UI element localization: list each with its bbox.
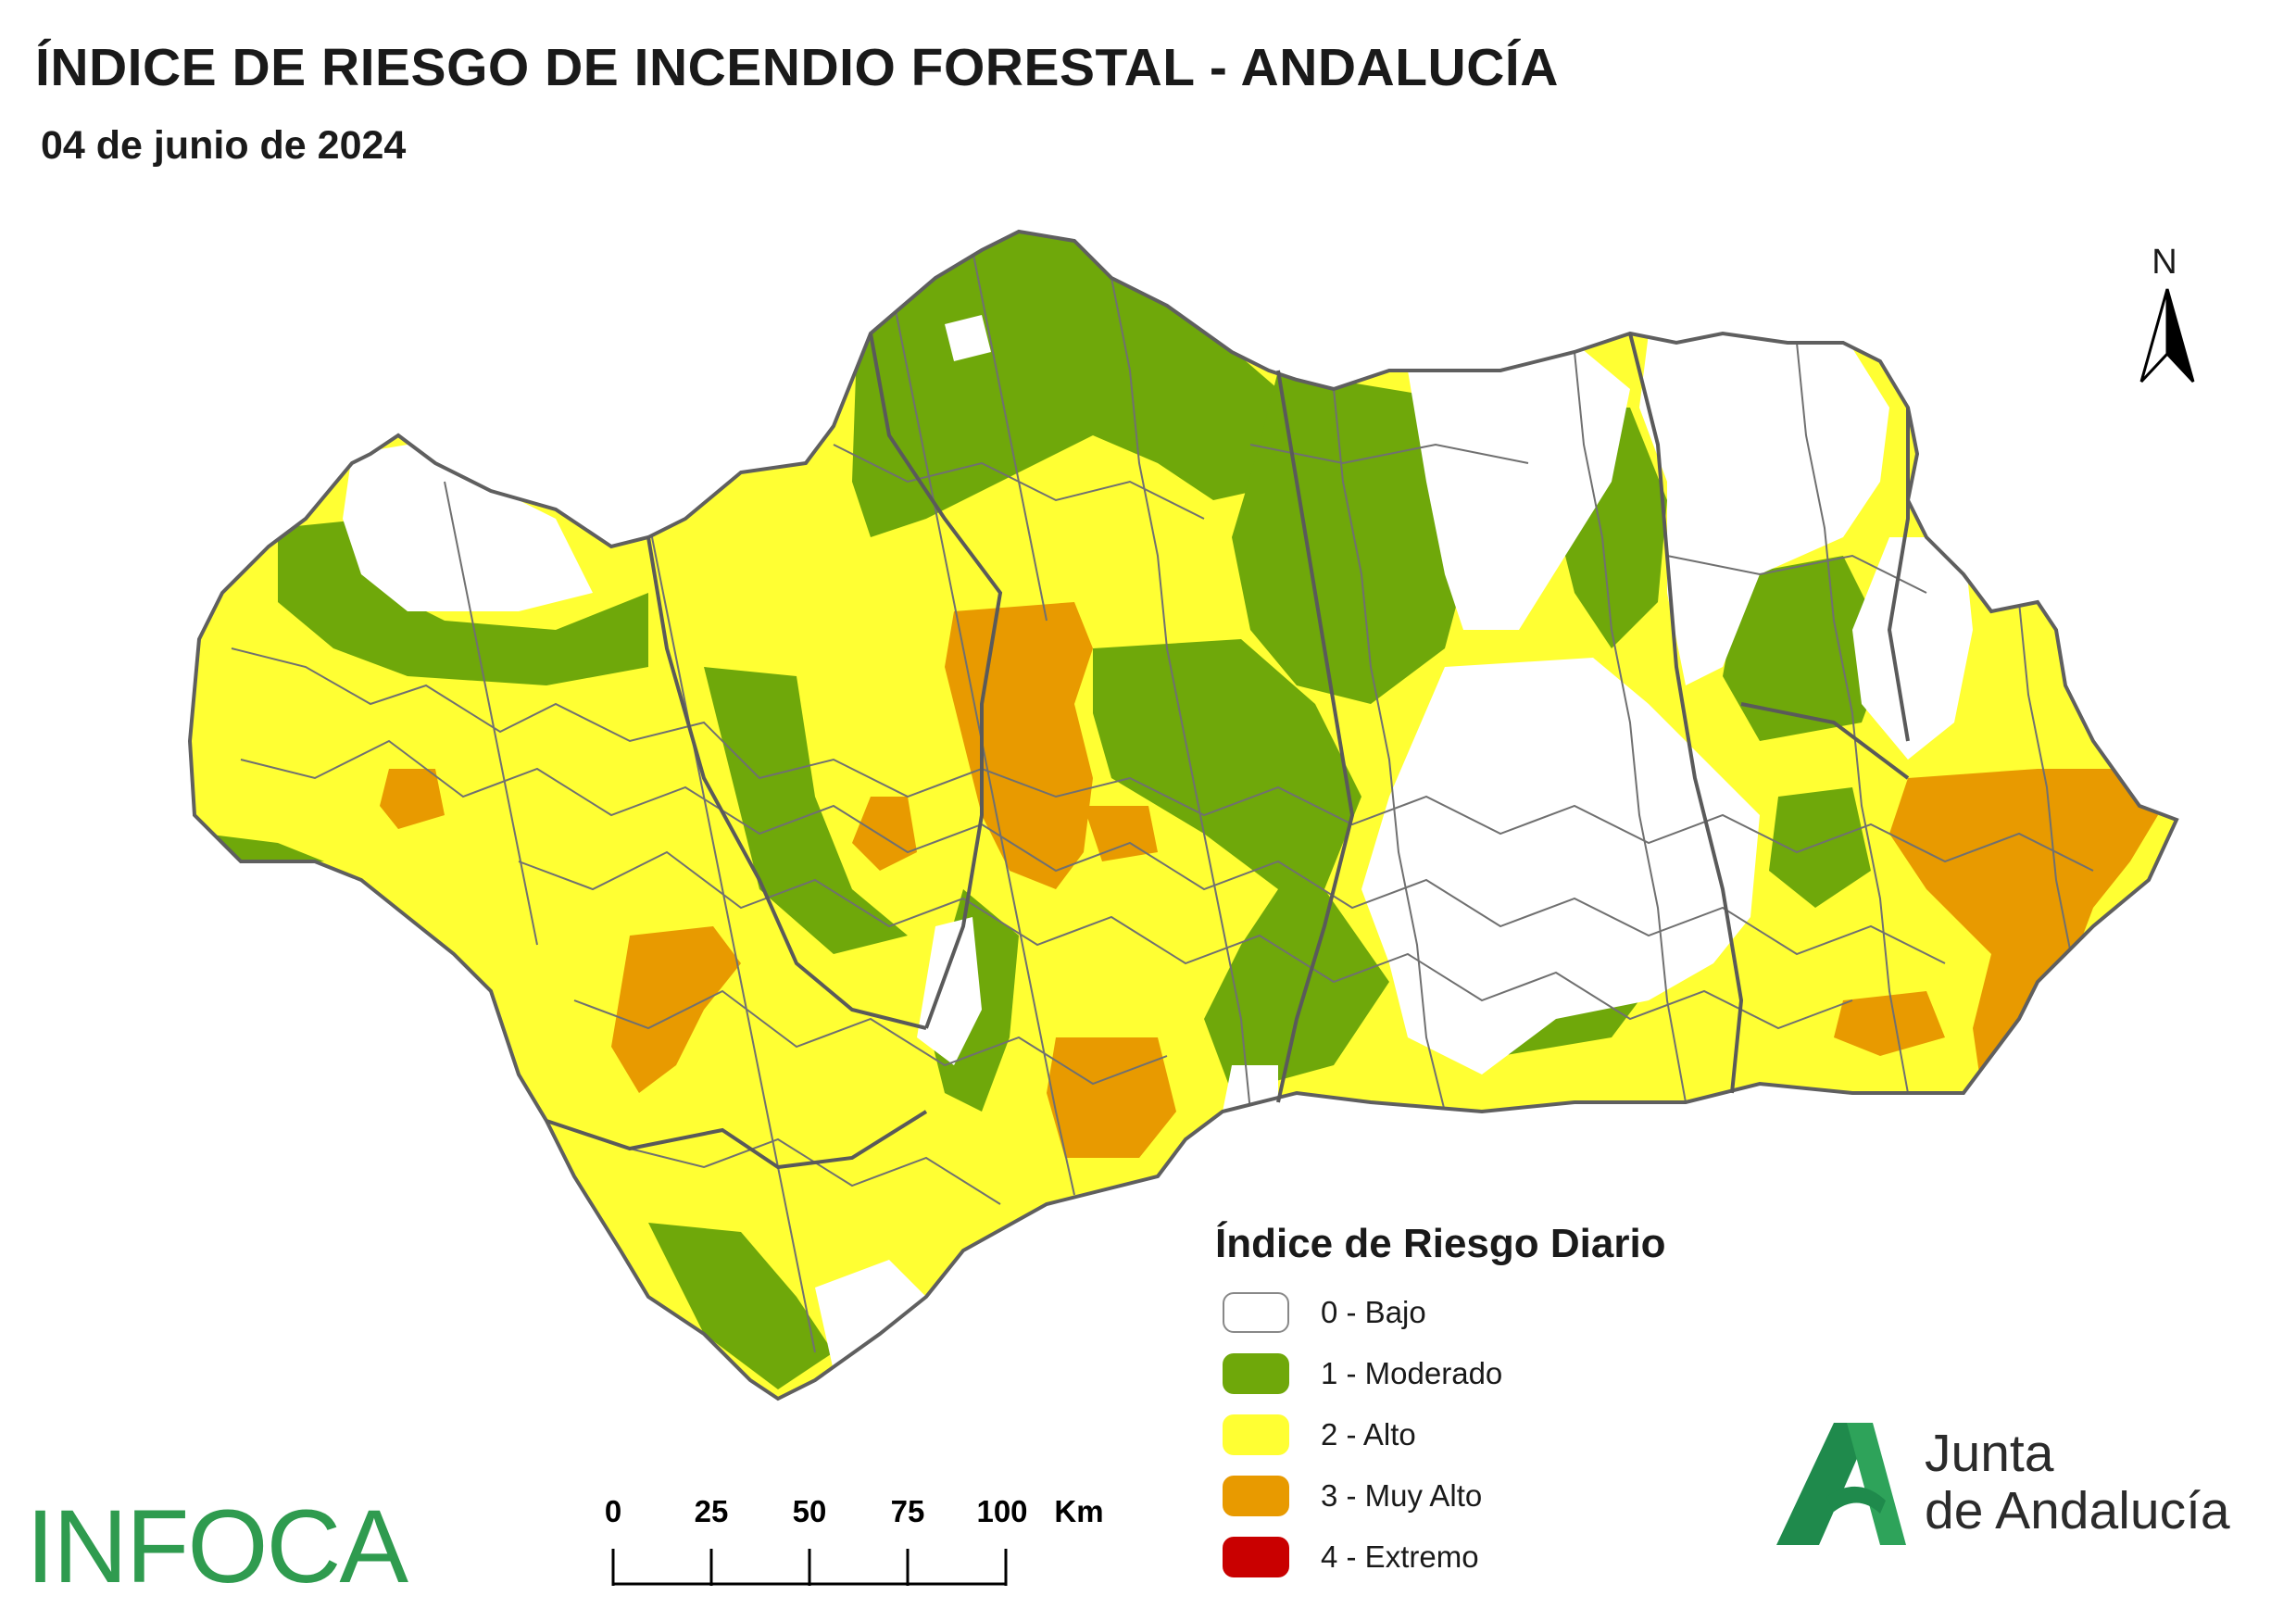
province-borders xyxy=(546,333,1910,1170)
municipal-boundaries xyxy=(231,249,2094,1353)
north-arrow-label: N xyxy=(2152,243,2177,282)
scale-bar: 0 25 50 75 100 Km xyxy=(605,1494,1104,1586)
scale-tick-label: 50 xyxy=(793,1494,827,1528)
scale-tick-label: 25 xyxy=(695,1494,729,1528)
legend-item-muy-alto: 3 - Muy Alto xyxy=(1215,1475,1666,1517)
legend-label: 0 - Bajo xyxy=(1321,1295,1426,1329)
scale-tick-label: 100 xyxy=(976,1494,1027,1528)
region-outline xyxy=(187,229,2179,1401)
legend-item-bajo: 0 - Bajo xyxy=(1215,1291,1666,1334)
map-date: 04 de junio de 2024 xyxy=(41,123,407,168)
legend-swatch xyxy=(1223,1414,1289,1455)
legend: Índice de Riesgo Diario 0 - Bajo 1 - Mod… xyxy=(1215,1221,1666,1597)
scale-bar-lines xyxy=(611,1549,1008,1586)
legend-swatch xyxy=(1223,1537,1289,1577)
junta-andalucia-wordmark: Junta de Andalucía xyxy=(1925,1425,2230,1539)
legend-label: 4 - Extremo xyxy=(1321,1539,1479,1574)
legend-label: 2 - Alto xyxy=(1321,1417,1416,1451)
legend-swatch xyxy=(1223,1476,1289,1516)
legend-swatch xyxy=(1223,1353,1289,1394)
legend-title: Índice de Riesgo Diario xyxy=(1215,1221,1666,1266)
map-title: ÍNDICE DE RIESGO DE INCENDIO FORESTAL - … xyxy=(35,38,1559,97)
junta-andalucia-logo-icon xyxy=(1776,1423,1906,1545)
legend-item-alto: 2 - Alto xyxy=(1215,1414,1666,1456)
legend-label: 1 - Moderado xyxy=(1321,1356,1503,1390)
legend-swatch xyxy=(1223,1292,1289,1333)
infoca-logo: INFOCA xyxy=(26,1489,408,1604)
scale-tick-label: 75 xyxy=(891,1494,925,1528)
junta-line2: de Andalucía xyxy=(1925,1481,2230,1540)
north-arrow-icon xyxy=(2139,288,2195,383)
legend-label: 3 - Muy Alto xyxy=(1321,1478,1483,1513)
legend-item-moderado: 1 - Moderado xyxy=(1215,1352,1666,1395)
scale-unit-label: Km xyxy=(1054,1494,1103,1528)
legend-item-extremo: 4 - Extremo xyxy=(1215,1536,1666,1578)
scale-tick-label: 0 xyxy=(605,1494,621,1528)
junta-line1: Junta xyxy=(1925,1424,2054,1483)
